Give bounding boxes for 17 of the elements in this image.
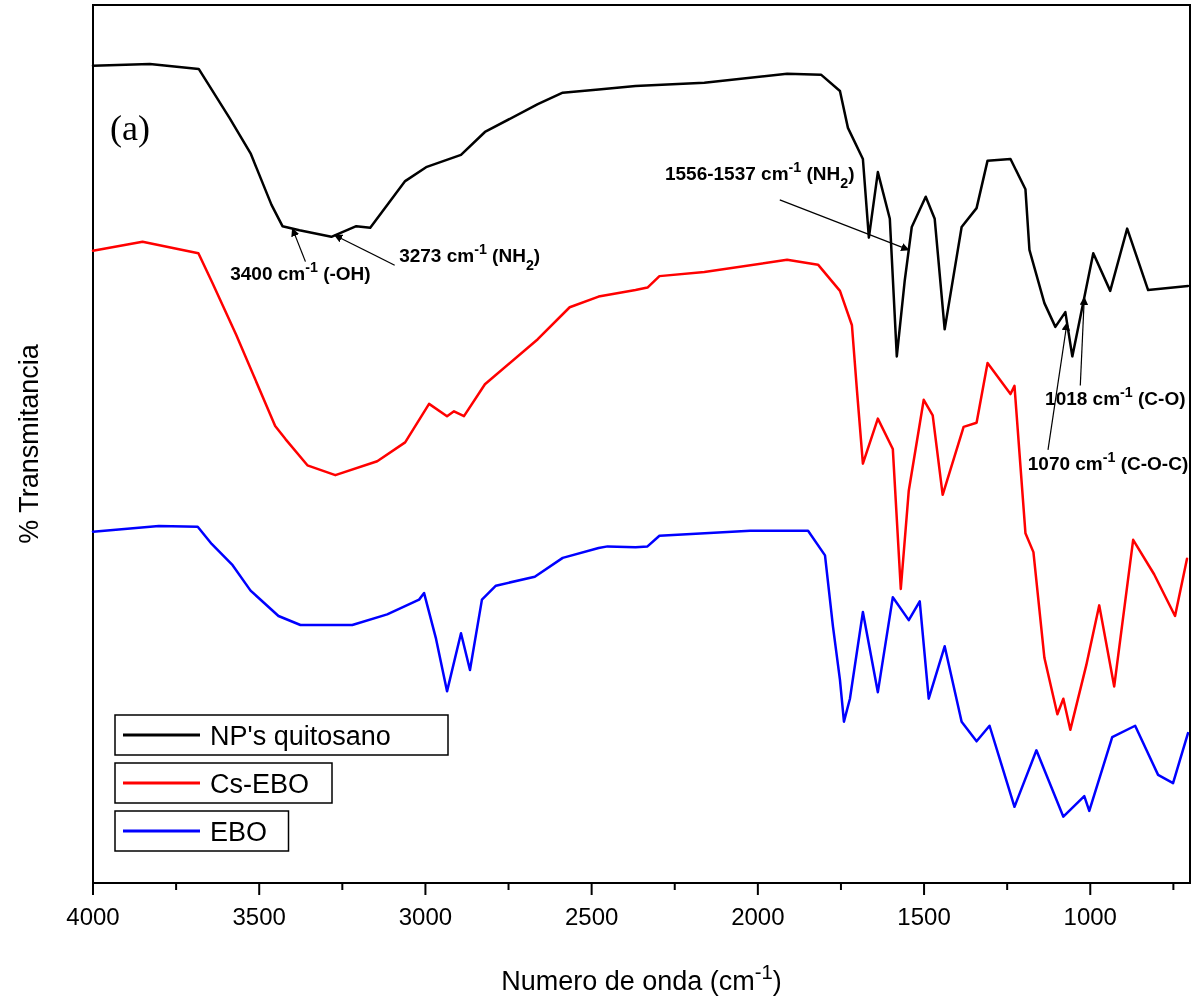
- x-tick-label: 4000: [66, 903, 120, 930]
- x-axis-title: Numero de onda (cm$^{-1}$): [501, 961, 782, 996]
- annotation: (a): [110, 108, 150, 148]
- legend-label: EBO: [210, 817, 268, 847]
- x-tick-label: 2500: [564, 903, 619, 930]
- x-tick-label: 1500: [897, 903, 951, 930]
- legend-label: NP's quitosano: [210, 721, 391, 751]
- annotation: 1070 cm$^{-1}$ (C-O-C): [1027, 448, 1189, 474]
- annotation: 3273 cm$^{-1}$ (NH$_{2}$): [399, 241, 541, 274]
- legend-label: Cs-EBO: [210, 769, 310, 799]
- annotation: 1556-1537 cm$^{-1}$ (NH$_{2}$): [664, 158, 855, 191]
- x-tick-label: 1000: [1063, 903, 1117, 930]
- annotation: 3400 cm$^{-1}$ (-OH): [230, 258, 371, 284]
- y-axis-title: % Transmitancia: [14, 343, 44, 544]
- x-tick-label: 3500: [232, 903, 286, 930]
- x-tick-label: 2000: [731, 903, 785, 930]
- x-tick-label: 3000: [398, 903, 453, 930]
